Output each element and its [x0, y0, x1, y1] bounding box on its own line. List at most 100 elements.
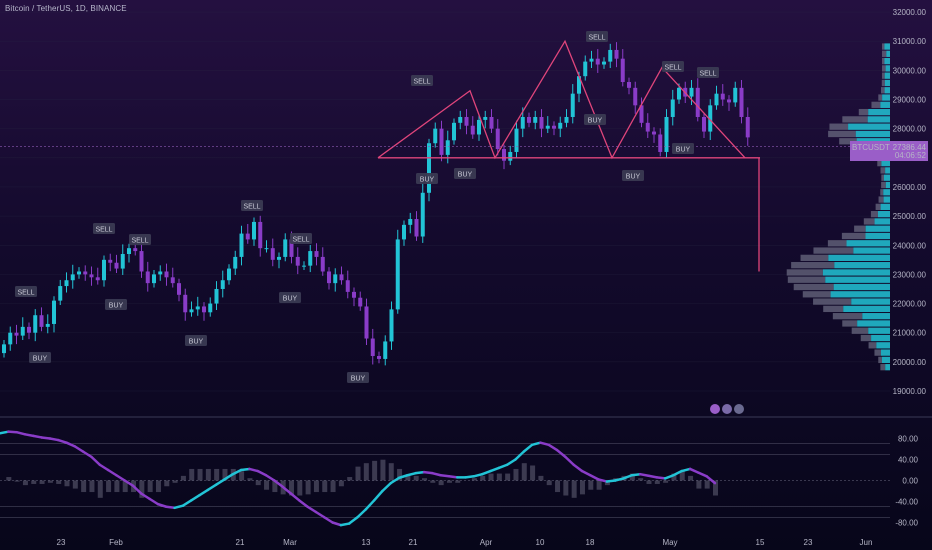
candle [164, 271, 169, 278]
candle [370, 338, 375, 357]
profile-bar-buy [825, 276, 890, 283]
candle [83, 271, 88, 275]
profile-bar-buy [874, 218, 890, 225]
candle [89, 274, 94, 278]
osc-line-segment [613, 477, 625, 482]
osc-line-segment [705, 475, 717, 485]
osc-line-segment [0, 430, 10, 435]
osc-line-segment [697, 471, 708, 478]
candle [77, 271, 81, 275]
candle [177, 283, 181, 295]
y-tick-label: 28000.00 [893, 125, 927, 134]
osc-hist-bar [247, 478, 253, 481]
candle [277, 256, 281, 260]
profile-bar-buy [885, 364, 890, 371]
candle [464, 116, 469, 126]
candle [614, 49, 619, 59]
buy-label: BUY [33, 356, 48, 363]
osc-line-segment [431, 471, 442, 477]
candle [283, 239, 288, 257]
candle [270, 248, 275, 260]
candle [633, 87, 638, 106]
profile-bar-sell [786, 269, 823, 276]
osc-line-segment [165, 505, 176, 510]
x-tick-label: Feb [109, 538, 123, 547]
x-tick-label: 23 [57, 538, 66, 547]
osc-hist-bar [571, 480, 577, 498]
osc-hist-bar [255, 480, 261, 486]
profile-bar-sell [874, 349, 881, 356]
profile-bar-buy [853, 247, 890, 254]
symbol-label: BTCUSDT [852, 143, 890, 152]
profile-bar-buy [868, 108, 890, 116]
profile-bar-buy [855, 130, 890, 138]
profile-bar-sell [793, 283, 834, 291]
sell-label: SELL [243, 204, 260, 211]
candle [133, 248, 138, 252]
candle [539, 116, 544, 129]
osc-hist-bar [413, 475, 419, 481]
sell-label: SELL [131, 238, 148, 245]
candle [264, 248, 269, 250]
candle [727, 99, 731, 103]
osc-line-segment [115, 474, 126, 482]
osc-hist-bar [397, 468, 403, 481]
x-tick-label: Apr [480, 538, 493, 547]
osc-line-segment [140, 492, 151, 501]
osc-hist-bar [555, 480, 561, 493]
osc-line-segment [32, 434, 43, 439]
candle [70, 274, 75, 281]
candle [558, 122, 563, 129]
buy-label: BUY [351, 376, 366, 383]
osc-hist-bar [629, 473, 635, 481]
profile-bar-buy [865, 232, 890, 240]
osc-hist-bar [671, 473, 677, 481]
osc-tick-label: 40.00 [898, 456, 919, 465]
candle [702, 116, 706, 132]
buy-label-box [347, 372, 369, 383]
candle [739, 87, 744, 117]
profile-bar-sell [881, 181, 886, 189]
candle [427, 143, 431, 193]
candle [414, 219, 419, 237]
osc-line-segment [630, 472, 642, 477]
osc-hist-bar [122, 480, 128, 493]
candle [489, 116, 494, 129]
candle [139, 251, 144, 272]
profile-bar-buy [883, 189, 890, 196]
x-tick-label: 18 [586, 538, 595, 547]
y-tick-label: 20000.00 [893, 358, 927, 367]
sell-label-box [93, 223, 115, 234]
profile-bar-buy [828, 254, 890, 262]
profile-bar-sell [841, 232, 866, 240]
osc-tick-label: 80.00 [898, 435, 919, 444]
volume-profile [786, 43, 890, 371]
signal-labels: SELL SELL SELL SELL SELL SELL SELL SELL SELL BUY B… [15, 31, 719, 383]
profile-bar-buy [868, 327, 890, 334]
osc-hist-bar [272, 480, 278, 493]
osc-hist-bar [704, 480, 710, 489]
candle [45, 323, 50, 327]
candle [589, 58, 594, 62]
osc-line-segment [23, 433, 35, 438]
profile-bar-sell [868, 342, 877, 349]
x-tick-label: Jun [860, 538, 873, 547]
osc-hist-bar [6, 477, 12, 481]
osc-line-segment [131, 484, 143, 495]
osc-line-segment [672, 469, 683, 477]
candle [527, 116, 531, 123]
candle [508, 151, 513, 161]
osc-hist-bar [172, 480, 178, 483]
osc-line-segment [589, 474, 600, 481]
osc-hist-bar [155, 480, 161, 493]
candle [333, 274, 338, 284]
candle [52, 300, 56, 324]
osc-line-segment [289, 492, 301, 502]
candle [708, 105, 713, 132]
buy-label-box [105, 299, 127, 310]
sell-label: SELL [588, 35, 605, 42]
profile-bar-sell [828, 130, 856, 138]
osc-hist-bar [97, 480, 103, 498]
buy-label-box [672, 143, 694, 154]
